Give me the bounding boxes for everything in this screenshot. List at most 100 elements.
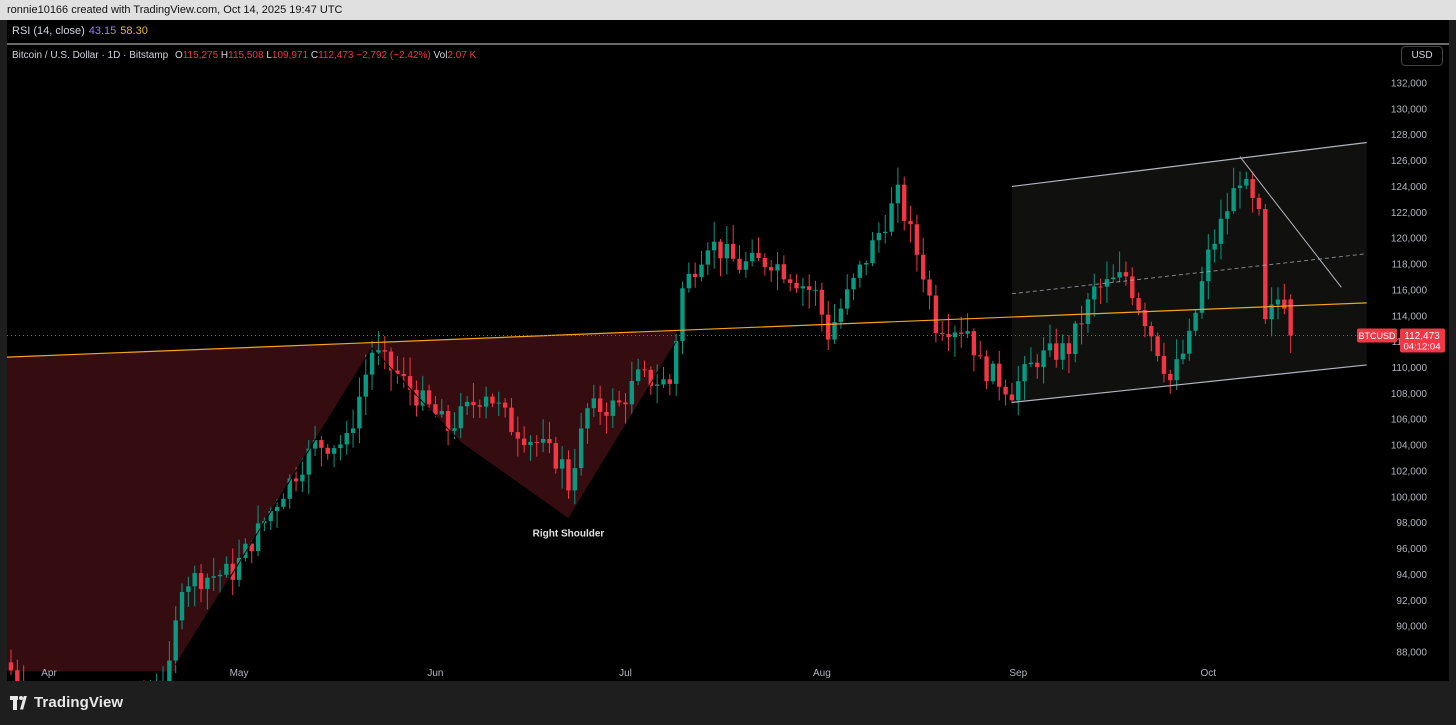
candle-2025-06-21 [559,446,565,489]
high-label: H [220,50,229,61]
candle-2025-08-24 [965,313,970,339]
candle-2025-05-20 [357,377,362,444]
candle-body [851,277,856,290]
candle-body [243,543,248,558]
candle-body [623,402,628,405]
right-shoulder-label[interactable]: Right Shoulder [533,529,605,540]
candle-body [8,662,14,671]
candle-body [971,331,977,356]
candle-body [883,231,888,234]
candle-body [287,478,292,499]
candle-2025-08-09 [870,231,875,267]
candle-2025-07-22 [756,237,761,261]
candle-body [395,370,400,374]
candle-2025-09-27 [1180,339,1186,365]
candle-body [1275,299,1281,305]
candle-body [895,184,901,204]
channel-upper-line[interactable] [1011,141,1367,188]
candle-2025-09-06 [1047,324,1053,358]
candle-body [743,261,749,270]
candle-2025-06-23 [572,448,578,505]
rsi-indicator-legend[interactable]: RSI (14, close) 43.15 58.30 [12,25,148,37]
candle-2025-06-18 [540,419,546,453]
candle-body [211,576,216,578]
candle-2025-07-10 [680,281,685,355]
y-tick-label: 88,000 [1396,648,1427,659]
candle-2025-03-27 [15,659,20,681]
candle-body [528,441,533,446]
candle-2025-09-16 [1111,264,1116,283]
pane-separator[interactable] [7,43,1449,45]
candle-2025-09-28 [1187,318,1192,361]
candle-2025-04-27 [211,557,216,591]
candle-body [661,379,666,385]
candle-2025-07-18 [730,224,736,262]
channel-lower-line[interactable] [1011,364,1367,404]
candle-body [477,405,482,407]
candle-body [642,369,647,371]
candle-2025-05-31 [426,384,432,411]
candle-body [1073,323,1078,354]
candle-2025-09-24 [1161,342,1167,383]
candle-2025-06-27 [597,385,603,425]
candle-2025-09-15 [1104,261,1110,303]
candle-body [1199,281,1205,313]
candle-body [1206,249,1211,282]
y-tick-label: 98,000 [1396,518,1427,529]
candle-body [1117,272,1122,278]
candle-body [1079,323,1084,325]
candle-2025-06-11 [496,391,501,417]
candle-2025-04-23 [186,576,191,607]
candle-body [927,279,932,296]
symbol-tag-text: BTCUSD [1358,331,1396,341]
candle-body [1111,277,1116,280]
candle-2025-05-04 [255,505,261,557]
price-chart[interactable]: Right Shoulder 88,000 90,000 92,000 94,000 9… [7,20,1449,681]
candle-2025-05-02 [243,538,248,562]
channel-mid-line[interactable] [1011,253,1367,295]
rsi-value-1: 43.15 [88,25,117,37]
x-tick-label-jul: Jul [619,668,632,679]
candle-2025-10-01 [1206,234,1211,300]
low-label: L [266,50,272,61]
candle-body [724,243,730,259]
channel-fill[interactable] [1011,142,1367,403]
candle-body [629,380,635,405]
candle-2025-04-19 [162,666,164,681]
candle-body [1187,330,1192,354]
candle-2025-06-07 [471,383,476,419]
high-value: 115,508 [228,50,264,61]
candle-2025-08-30 [1003,379,1008,406]
y-tick-label: 100,000 [1391,492,1428,503]
candle-body [268,510,273,522]
head-shoulders-shade[interactable] [7,330,677,672]
candle-2025-10-08 [1250,171,1255,213]
neckline[interactable] [7,302,1367,358]
candle-body [407,376,413,390]
candle-body [1155,336,1160,357]
candle-2025-08-11 [883,214,888,244]
candle-body [768,267,774,271]
candle-2025-07-04 [642,360,647,377]
candle-body [350,428,356,434]
y-tick-label: 106,000 [1391,415,1428,426]
candle-2025-09-19 [1130,267,1135,306]
candle-body [876,233,882,241]
candle-2025-07-09 [673,333,679,396]
price-tag [1400,328,1445,353]
candle-2025-06-14 [515,416,520,457]
trend-down-line[interactable] [1239,156,1342,288]
tradingview-logo[interactable]: TradingView [10,694,123,711]
candle-2025-05-26 [395,356,400,384]
candle-body [521,438,527,446]
candle-2025-09-11 [1079,305,1084,345]
candle-body [794,282,799,289]
candle-2025-08-26 [978,340,983,360]
chart-panel[interactable]: Right Shoulder 88,000 90,000 92,000 94,000 9… [7,20,1449,681]
y-tick-label: 126,000 [1391,156,1428,167]
candle-2025-05-17 [338,435,343,461]
candle-2025-10-13 [1282,283,1287,315]
currency-button[interactable]: USD [1401,46,1443,66]
candle-2025-05-03 [249,540,254,564]
candle-2025-09-13 [1092,273,1097,317]
